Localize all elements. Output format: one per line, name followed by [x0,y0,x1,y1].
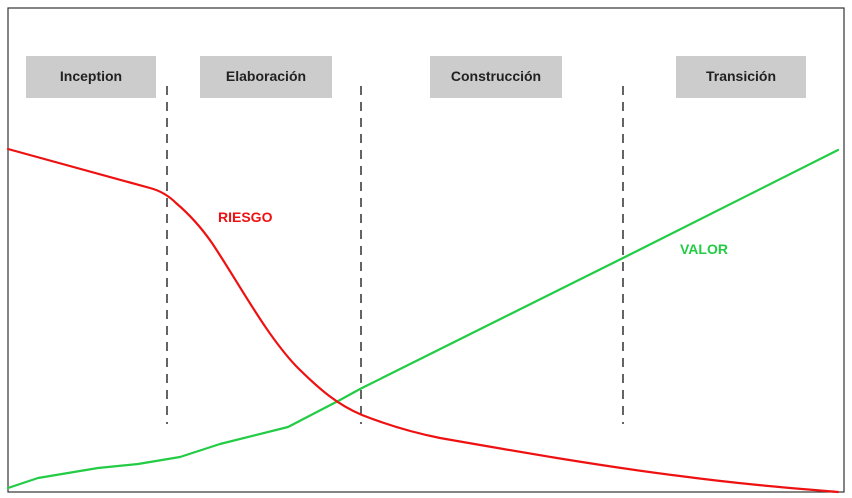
phase-transicion: Transición [676,56,806,98]
phase-box [430,56,562,98]
phase-label: Construcción [451,68,541,84]
riesgo-label: RIESGO [218,209,273,225]
phase-construccion: Construcción [430,56,562,98]
valor-curve [6,148,840,490]
phase-label: Transición [706,68,776,84]
valor-label: VALOR [680,241,728,257]
phase-label: Inception [60,68,122,84]
riesgo-curve [6,147,840,494]
phase-label: Elaboración [226,68,306,84]
phase-inception: Inception [26,56,156,98]
phase-elaboracion: Elaboración [200,56,332,98]
phase-box [26,56,156,98]
phase-box [200,56,332,98]
phase-box [676,56,806,98]
